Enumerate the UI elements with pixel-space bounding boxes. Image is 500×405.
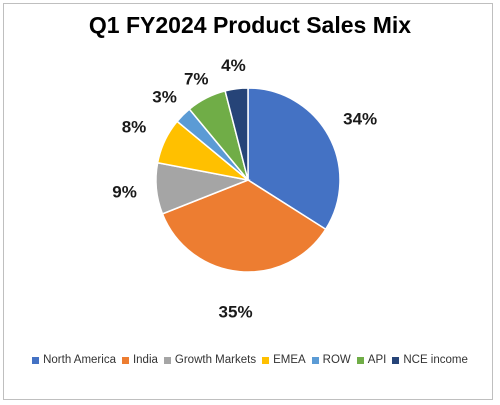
- legend-swatch: [121, 356, 129, 364]
- legend-swatch: [262, 356, 270, 364]
- legend-label: Growth Markets: [174, 354, 257, 366]
- data-label-row: 3%: [152, 88, 177, 107]
- data-label-growth-markets: 9%: [112, 183, 137, 202]
- pie-slice-nce-income: [224, 87, 249, 181]
- pie-slice-india: [161, 179, 327, 273]
- legend-swatch: [163, 356, 171, 364]
- data-label-north-america: 34%: [343, 109, 377, 128]
- legend-label: ROW: [322, 354, 351, 366]
- data-label-india: 35%: [219, 302, 253, 321]
- legend-item-north-america: North America: [32, 354, 116, 366]
- legend-label: EMEA: [273, 354, 306, 366]
- legend-swatch: [311, 356, 319, 364]
- legend-item-row: ROW: [311, 354, 351, 366]
- legend-swatch: [32, 356, 40, 364]
- legend-item-api: API: [356, 354, 387, 366]
- legend-item-growth-markets: Growth Markets: [163, 354, 257, 366]
- data-label-api: 7%: [184, 69, 209, 88]
- legend-label: NCE income: [403, 354, 468, 366]
- legend-swatch: [392, 356, 400, 364]
- legend-item-emea: EMEA: [262, 354, 306, 366]
- legend-label: API: [367, 354, 387, 366]
- chart-title: Q1 FY2024 Product Sales Mix: [88, 12, 412, 38]
- legend-label: India: [132, 354, 158, 366]
- legend-item-nce-income: NCE income: [392, 354, 468, 366]
- data-label-emea: 8%: [122, 117, 147, 136]
- legend: North America India Growth Markets EMEA ROW A…: [0, 354, 500, 366]
- legend-label: North America: [43, 354, 116, 366]
- legend-item-india: India: [121, 354, 158, 366]
- data-label-nce-income: 4%: [221, 56, 246, 75]
- legend-swatch: [356, 356, 364, 364]
